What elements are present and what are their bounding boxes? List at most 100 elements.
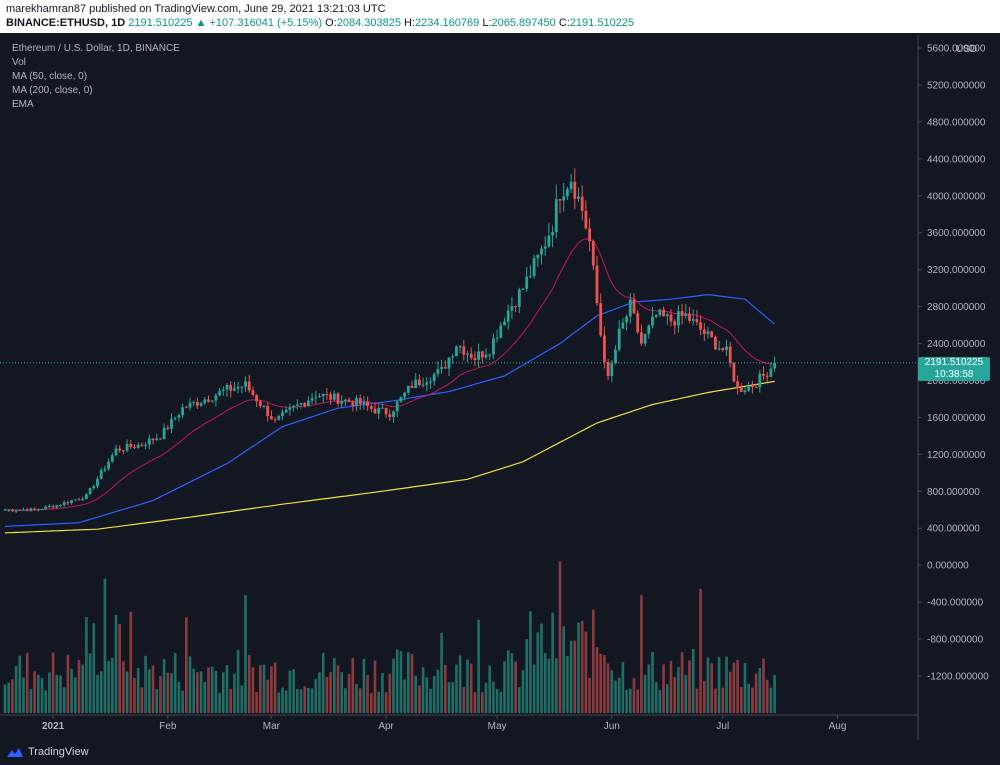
volume-bar (636, 689, 639, 713)
volume-bar (358, 688, 362, 713)
y-tick-label: 2000.000000 (927, 376, 986, 387)
volume-bar (566, 656, 569, 713)
volume-bar (451, 682, 454, 713)
volume-bar (580, 620, 584, 713)
volume-bar (588, 677, 591, 713)
volume-bar (440, 632, 443, 713)
candle-body (48, 506, 51, 508)
candle-body (210, 400, 214, 402)
candle-body (170, 418, 173, 429)
volume-bar (773, 675, 776, 713)
volume-bar (625, 689, 628, 713)
candle-body (173, 417, 177, 419)
candle-body (732, 363, 736, 382)
volume-bar (229, 689, 232, 713)
candle-body (414, 379, 418, 389)
volume-bar (59, 675, 62, 713)
volume-bar (551, 612, 554, 713)
candle-body (725, 346, 728, 351)
symbol-label: BINANCE:ETHUSD, 1D (6, 17, 126, 29)
candle-body (284, 409, 288, 413)
candle-body (606, 362, 610, 377)
candle-body (62, 502, 66, 505)
candle-body (388, 414, 392, 418)
y-tick-label: 5200.000000 (927, 80, 986, 91)
legend-title[interactable]: Ethereum / U.S. Dollar, 1D, BINANCE (12, 43, 180, 54)
volume-bar (562, 626, 565, 713)
volume-bar (210, 666, 214, 713)
candle-body (399, 396, 403, 402)
volume-bar (373, 660, 377, 713)
candle-body (617, 328, 621, 350)
candle-body (688, 313, 691, 321)
candle-body (214, 395, 218, 401)
candle-body (181, 407, 184, 416)
tradingview-label: TradingView (28, 746, 89, 758)
candle-body (695, 319, 699, 323)
candle-body (669, 314, 673, 322)
candle-body (477, 351, 480, 360)
candle-body (614, 349, 617, 364)
candle-body (73, 499, 77, 501)
candle-body (432, 373, 436, 382)
candle-body (480, 351, 484, 358)
volume-bar (688, 660, 691, 713)
x-tick-label: Jul (716, 721, 729, 732)
volume-bar (529, 611, 532, 713)
volume-bar (640, 595, 643, 713)
candle-body (525, 276, 529, 289)
volume-bar (207, 667, 210, 713)
candle-body (40, 508, 44, 510)
volume-bar (740, 686, 743, 713)
legend-vol[interactable]: Vol (12, 57, 26, 68)
footer-bar: TradingView (0, 740, 1000, 765)
volume-bar (347, 674, 351, 713)
volume-bar (218, 692, 221, 713)
candle-body (29, 508, 33, 512)
volume-bar (555, 658, 558, 713)
volume-bar (691, 648, 695, 713)
volume-bar (569, 640, 573, 713)
volume-bar (621, 662, 625, 713)
candle-body (166, 427, 170, 429)
candle-body (118, 448, 122, 451)
countdown-timer: 10:38:58 (934, 368, 974, 380)
candle-body (706, 331, 710, 334)
candle-body (233, 388, 236, 391)
volume-bar (296, 688, 299, 713)
volume-bar (499, 691, 503, 713)
volume-bar (662, 664, 665, 713)
candle-body (196, 402, 199, 406)
legend-ma50[interactable]: MA (50, close, 0) (12, 71, 88, 82)
volume-bar (259, 665, 262, 713)
y-tick-label: 1200.000000 (927, 450, 986, 461)
legend-ema[interactable]: EMA (12, 99, 34, 110)
candle-body (677, 311, 680, 326)
volume-bar (592, 609, 595, 713)
candle-body (754, 387, 758, 389)
publish-info: marekhamran87 published on TradingView.c… (6, 3, 386, 15)
legend-ma200[interactable]: MA (200, close, 0) (12, 85, 93, 96)
volume-bar (436, 669, 440, 713)
candle-body (736, 381, 739, 388)
candle-body (373, 408, 377, 414)
candle-body (33, 508, 36, 510)
price-chart[interactable]: 5600.000000 5200.000000 4800.000000 4400.00… (0, 0, 1000, 740)
candle-body (273, 419, 277, 421)
tradingview-brand[interactable]: TradingView (6, 746, 89, 758)
candle-body (110, 455, 114, 462)
volume-bar (477, 619, 480, 713)
candle-body (136, 444, 140, 448)
x-tick-label: May (488, 721, 507, 732)
candle-body (506, 310, 510, 322)
volume-bar (329, 672, 332, 713)
candle-body (18, 509, 22, 511)
volume-bar (281, 687, 284, 713)
volume-bar (277, 692, 281, 713)
volume-bar (314, 678, 318, 713)
volume-bar (340, 672, 343, 713)
volume-bar (758, 668, 762, 713)
volume-bar (506, 650, 510, 713)
volume-bar (233, 673, 236, 713)
volume-bar (647, 664, 651, 713)
